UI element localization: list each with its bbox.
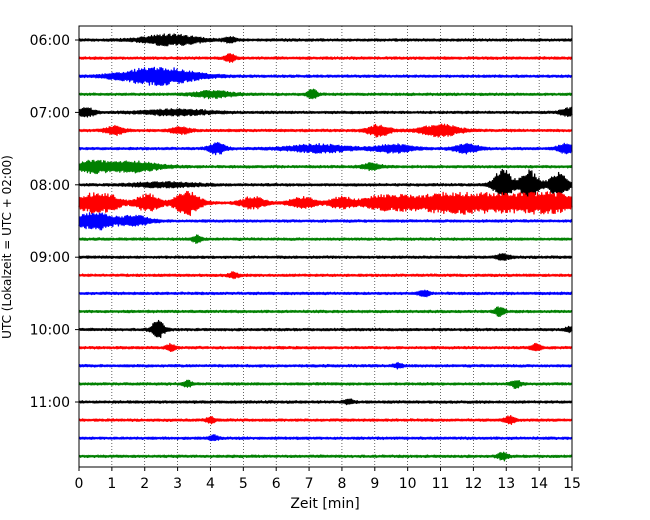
trace-0745 (78, 159, 573, 175)
x-tick-label-1: 1 (107, 476, 116, 492)
trace-0715 (78, 123, 573, 138)
x-tick-label-9: 9 (370, 476, 379, 492)
trace-1145 (78, 451, 573, 462)
trace-0830 (78, 212, 573, 231)
y-tick-label-2: 08:00 (30, 178, 70, 194)
trace-1000 (78, 319, 573, 339)
trace-0615 (78, 53, 573, 64)
trace-1045 (78, 379, 573, 389)
x-tick-label-14: 14 (530, 476, 548, 492)
trace-0900 (78, 253, 573, 261)
x-tick-label-0: 0 (75, 476, 84, 492)
x-tick-label-15: 15 (563, 476, 581, 492)
x-tick-label-7: 7 (305, 476, 314, 492)
trace-1115 (78, 414, 573, 425)
y-axis-label: UTC (Lokalzeit = UTC + 02:00) (0, 155, 14, 339)
trace-0645 (78, 88, 573, 100)
trace-0700 (78, 106, 573, 118)
x-tick-label-10: 10 (399, 476, 417, 492)
trace-0600 (78, 33, 573, 47)
trace-1100 (78, 398, 573, 406)
y-axis-ticks: 06:00 07:00 08:00 09:00 10:00 11:00 (30, 33, 79, 411)
trace-0915 (78, 271, 573, 280)
y-tick-label-5: 11:00 (30, 395, 70, 411)
trace-0930 (78, 289, 573, 298)
trace-1030 (78, 361, 573, 370)
trace-0815 (78, 190, 573, 217)
plot-frame (78, 25, 573, 468)
x-tick-label-5: 5 (239, 476, 248, 492)
trace-1130 (78, 434, 573, 442)
x-axis-ticks: 0 1 2 3 4 5 6 7 8 9 10 11 12 13 14 15 (75, 467, 581, 492)
x-tick-label-13: 13 (497, 476, 515, 492)
x-axis-label: Zeit [min] (290, 496, 359, 512)
trace-0630 (78, 66, 573, 86)
y-tick-label-0: 06:00 (30, 33, 70, 49)
trace-0845 (78, 234, 573, 244)
x-tick-label-8: 8 (337, 476, 346, 492)
x-tick-label-11: 11 (432, 476, 450, 492)
trace-0800 (78, 168, 573, 201)
x-tick-label-12: 12 (464, 476, 482, 492)
y-tick-label-3: 09:00 (30, 250, 70, 266)
y-tick-label-1: 07:00 (30, 105, 70, 121)
trace-1015 (78, 342, 573, 352)
x-tick-label-6: 6 (272, 476, 281, 492)
y-tick-label-4: 10:00 (30, 323, 70, 339)
trace-0945 (78, 306, 573, 318)
trace-0730 (78, 141, 573, 156)
x-tick-label-2: 2 (140, 476, 149, 492)
x-tick-label-4: 4 (206, 476, 215, 492)
x-tick-label-3: 3 (173, 476, 182, 492)
seismic-traces (78, 33, 573, 462)
